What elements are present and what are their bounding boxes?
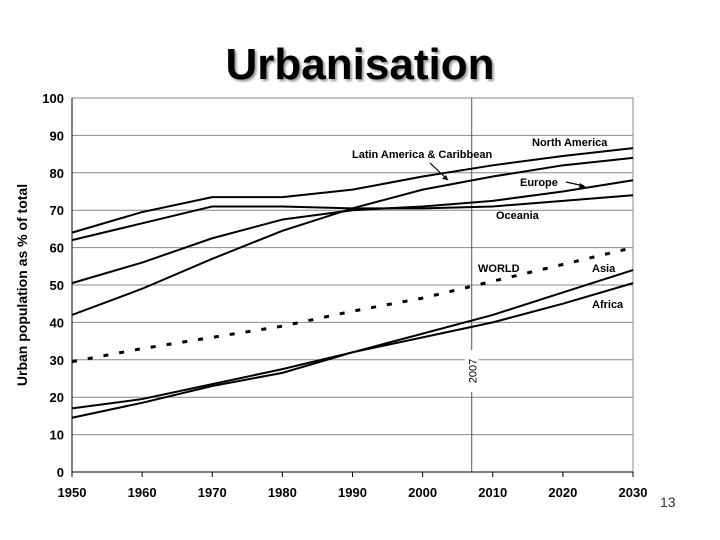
x-tick-label: 1950 [58,485,87,500]
series-label: Africa [592,299,624,311]
reference-line-label: 2007 [468,359,480,383]
arrowhead-icon [442,175,448,180]
x-tick-label: 1970 [198,485,227,500]
x-tick-label: 2020 [548,485,577,500]
y-tick-label: 80 [50,166,64,181]
series-label: WORLD [478,263,520,275]
y-tick-label: 0 [57,465,64,480]
series-label: Latin America & Caribbean [352,149,492,161]
series-line-north-america [71,147,634,234]
x-tick-label: 2000 [408,485,437,500]
x-tick-label: 1990 [338,485,367,500]
y-tick-label: 30 [50,353,64,368]
page-number: 13 [660,494,676,510]
x-tick-label: 2030 [619,485,648,500]
y-tick-label: 70 [50,203,64,218]
y-tick-label: 60 [50,241,64,256]
y-tick-label: 20 [50,390,64,405]
arrowhead-icon [579,183,586,188]
x-tick-label: 1980 [268,485,297,500]
series-line-africa [71,282,634,410]
series-line-oceania [71,194,634,242]
series-label: Europe [520,177,558,189]
y-axis-title: Urban population as % of total [14,184,30,386]
y-tick-label: 40 [50,315,64,330]
y-tick-label: 90 [50,128,64,143]
x-tick-label: 1960 [128,485,157,500]
series-label: North America [532,137,608,149]
x-tick-label: 2010 [478,485,507,500]
y-tick-label: 10 [50,428,64,443]
y-tick-label: 100 [42,91,64,106]
series-label: Oceania [496,210,540,222]
slide-title: Urbanisation [225,40,495,89]
series-label: Asia [592,263,616,275]
y-tick-label: 50 [50,278,64,293]
series-line-europe [71,179,634,285]
reference-label-bg [464,350,479,392]
